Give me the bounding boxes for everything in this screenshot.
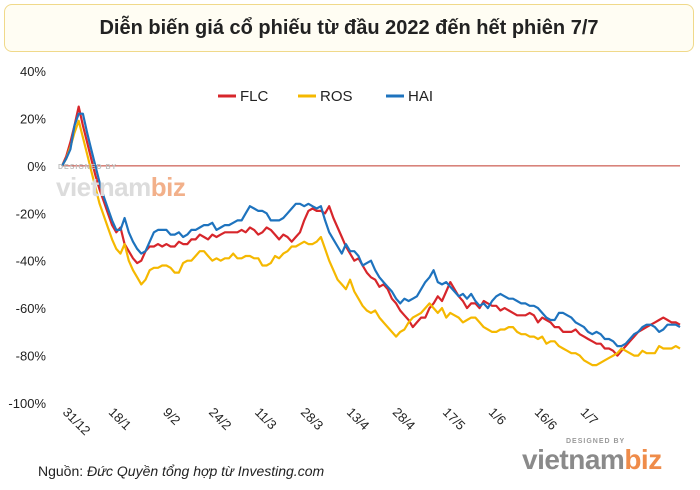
- chart-title-box: Diễn biến giá cổ phiếu từ đầu 2022 đến h…: [4, 4, 694, 52]
- series-line-ros: [61, 119, 681, 367]
- x-tick-label: 24/2: [206, 405, 235, 434]
- y-tick-label: 40%: [20, 64, 46, 79]
- y-tick-label: 0%: [27, 159, 46, 174]
- x-tick-label: 28/4: [390, 405, 419, 434]
- series-line-flc: [60, 105, 681, 357]
- x-tick-label: 9/2: [160, 405, 183, 428]
- series-line-hai: [61, 112, 681, 348]
- x-tick-label: 17/5: [440, 405, 469, 434]
- x-tick-label: 28/3: [298, 405, 327, 434]
- line-chart: -100% -80% -60% -40% -20% 0% 20% 40% 31/12 18/1 9/…: [8, 64, 681, 439]
- y-tick-label: -40%: [16, 254, 47, 269]
- source-note: Nguồn: Đức Quyền tổng hợp từ Investing.c…: [38, 463, 325, 479]
- watermark-logo-bottom: vietnambiz: [522, 444, 662, 475]
- x-tick-label: 16/6: [532, 405, 561, 434]
- legend-label-hai: HAI: [408, 88, 433, 105]
- x-tick-label: 11/3: [252, 405, 280, 433]
- y-tick-label: -20%: [16, 206, 47, 221]
- x-tick-label: 31/12: [60, 405, 94, 439]
- legend-label-ros: ROS: [320, 88, 353, 105]
- y-tick-label: -100%: [8, 396, 46, 411]
- y-tick-label: 20%: [20, 111, 46, 126]
- x-tick-label: 13/4: [344, 405, 373, 434]
- y-tick-label: -80%: [16, 349, 47, 364]
- watermark-designed-by-bottom: DESIGNED BY: [566, 438, 626, 445]
- chart-title: Diễn biến giá cổ phiếu từ đầu 2022 đến h…: [99, 16, 599, 39]
- y-tick-label: -60%: [16, 301, 47, 316]
- x-tick-label: 1/6: [486, 405, 509, 428]
- legend-label-flc: FLC: [240, 88, 269, 105]
- watermark-logo-top: vietnambiz: [56, 172, 186, 202]
- x-tick-label: 18/1: [106, 405, 135, 434]
- watermark-designed-by-top: DESIGNED BY: [58, 164, 118, 171]
- x-tick-label: 1/7: [578, 405, 601, 428]
